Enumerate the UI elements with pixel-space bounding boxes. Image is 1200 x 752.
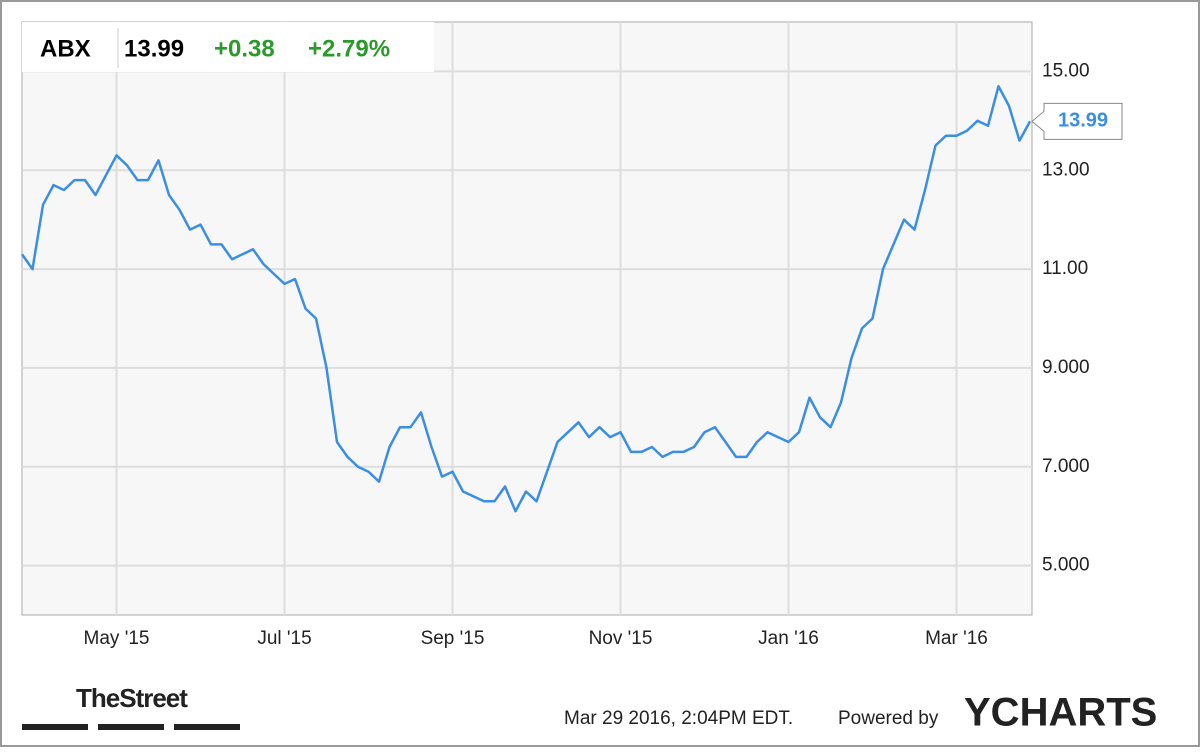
change: +0.38 [214,35,275,62]
x-tick-label: Jul '15 [257,628,311,649]
plot-area [21,21,1033,616]
y-tick-label: 15.00 [1042,60,1090,81]
y-tick-label: 11.00 [1042,258,1088,279]
header-box [22,22,434,72]
timestamp: Mar 29 2016, 2:04PM EDT. [564,708,793,729]
price-callout-label: 13.99 [1058,110,1108,132]
y-tick-label: 13.00 [1042,159,1090,180]
source: TheStreet [76,683,188,713]
source-logo: TheStreet [22,683,240,730]
logo-bar [174,724,240,730]
brand: YCHARTS [964,691,1157,735]
y-tick-label: 5.000 [1042,555,1090,576]
price-callout [1031,102,1123,140]
y-tick-label: 7.000 [1042,456,1090,477]
x-tick-label: Nov '15 [589,628,653,649]
powered-by: Powered by [838,708,939,729]
x-tick-label: Mar '16 [925,628,988,649]
x-tick-label: Jan '16 [758,628,819,649]
logo-bar [22,724,88,730]
ticker: ABX [40,35,91,62]
y-tick-label: 9.000 [1042,357,1090,378]
logo-bar [98,724,164,730]
x-tick-label: Sep '15 [421,628,485,649]
x-tick-label: May '15 [84,628,150,649]
price: 13.99 [124,35,184,62]
change-pct: +2.79% [308,35,390,62]
price-line [20,84,1032,513]
